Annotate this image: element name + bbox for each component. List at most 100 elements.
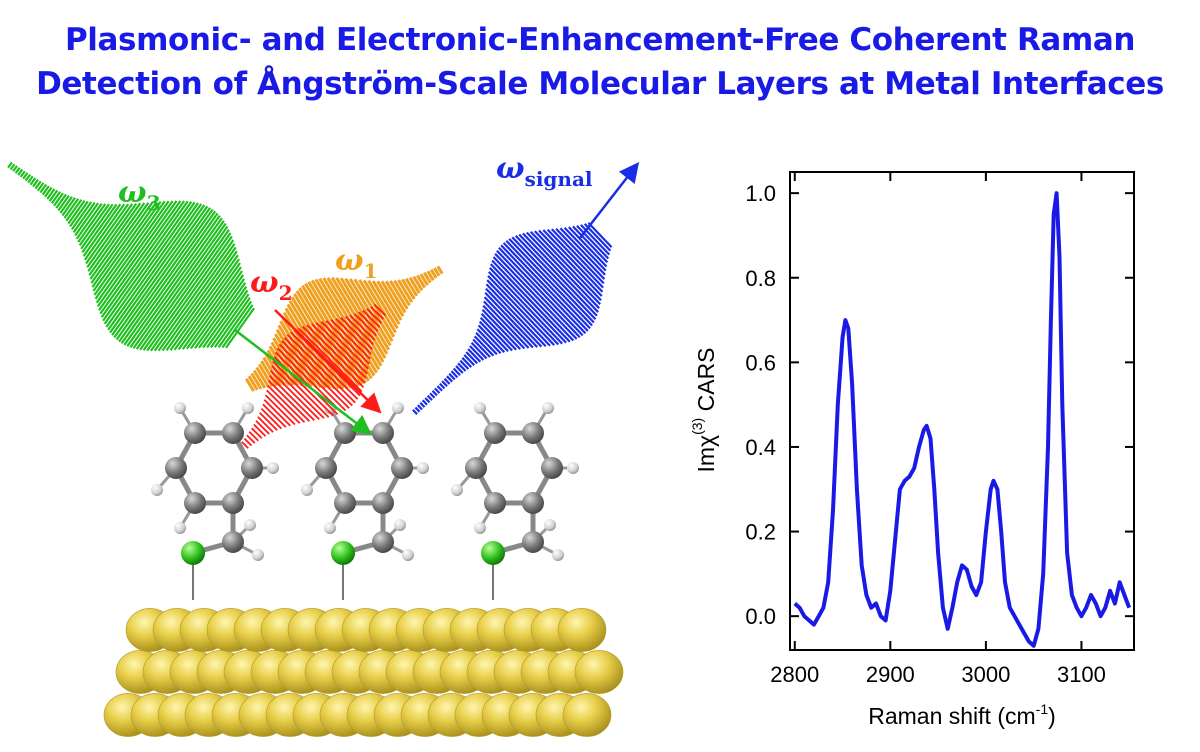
omega3-beam-arrow [234,329,372,436]
wave-stroke [335,318,372,355]
wave-stroke [290,331,359,400]
wave-stroke [441,380,448,387]
wave-stroke [93,200,162,296]
wave-stroke [482,304,526,350]
wave-stroke [92,201,158,292]
wave-stroke [426,270,435,282]
wave-stroke [481,308,521,350]
wave-stroke [488,271,560,346]
wave-stroke [446,375,453,383]
hydrogen-atom [174,402,186,414]
wave-stroke [286,334,356,404]
wave-stroke [246,434,256,444]
wave-stroke [416,274,426,289]
wave-stroke [414,406,421,413]
wave-stroke [419,401,426,408]
carbon-atom [522,492,544,514]
wave-stroke [82,203,122,257]
wave-stroke [107,202,199,331]
wave-stroke [251,427,263,439]
wave-stroke [55,193,67,209]
wave-stroke [514,234,597,320]
wave-stroke [371,280,401,325]
hydrogen-atom [417,462,429,474]
wave-stroke [267,384,306,423]
wave-stroke [259,412,278,431]
x-tick-label: 3100 [1057,662,1106,687]
hydrogen-atom [474,402,486,414]
wave-stroke [14,167,21,174]
wave-stroke [272,360,330,418]
wave-stroke [505,240,591,330]
wave-stroke [268,379,311,422]
wave-stroke [483,296,534,349]
wave-stroke [41,185,50,196]
wave-stroke [298,287,361,387]
wave-stroke [508,238,593,327]
wave-stroke [269,370,320,421]
spectrum-line [793,191,1132,648]
wave-stroke [551,228,605,285]
wave-stroke [362,279,397,334]
wave-stroke [225,307,255,349]
wave-stroke [91,201,154,288]
wave-stroke [439,382,446,390]
wave-stroke [59,196,73,214]
wave-stroke [255,366,270,388]
wave-stroke [401,278,416,300]
wave-stroke [288,300,345,390]
wave-stroke [283,337,353,407]
y-tick-label: 0.0 [745,604,776,629]
wave-stroke [502,242,589,332]
wave-stroke [367,279,399,330]
carbon-atom [465,457,487,479]
wave-stroke [86,203,134,269]
wave-stroke [587,222,613,248]
wave-stroke [27,175,34,184]
wave-stroke [572,225,609,264]
wave-stroke [39,183,47,194]
wave-stroke [276,347,343,414]
wave-stroke [404,277,419,297]
experiment-schematic: ω3 ω2 ω1 ωsignal [7,151,640,737]
wave-stroke [335,277,387,359]
wave-stroke [245,378,255,392]
wave-stroke [358,279,396,338]
wave-stroke [263,399,291,427]
omega2-pulse [241,303,387,449]
wave-stroke [78,203,110,247]
wave-stroke [102,200,189,322]
wave-stroke [113,205,209,339]
title-line-1: Plasmonic- and Electronic-Enhancement-Fr… [64,22,1136,58]
wave-stroke [85,203,130,265]
wave-stroke [281,340,350,409]
wave-stroke [412,275,424,292]
wave-stroke [326,277,383,367]
wave-stroke [483,300,530,349]
carbon-atom [184,422,206,444]
x-axis-ticks: 2800 2900 3000 3100 [770,172,1106,687]
wave-stroke [129,217,223,349]
x-tick-label: 3000 [961,662,1010,687]
wave-stroke [511,236,595,324]
carbon-atom [222,422,244,444]
wave-stroke [109,203,203,334]
hydrogen-atom [151,484,163,496]
wave-stroke [448,372,456,381]
wave-stroke [157,243,236,352]
wave-stroke [463,354,475,366]
x-tick-label: 2800 [770,662,819,687]
wave-stroke [492,256,575,342]
wave-stroke [22,172,29,180]
wave-stroke [478,320,509,353]
title-line-2: Detection of Ångström-Scale Molecular La… [36,66,1164,102]
gold-atom [557,608,607,652]
carbon-atom [315,457,337,479]
wave-stroke [311,323,367,379]
wave-stroke [88,202,142,276]
wave-stroke [490,263,567,344]
omega3-pulse [7,161,255,352]
wave-stroke [436,265,444,275]
wave-stroke [123,212,219,346]
wave-stroke [105,201,196,328]
